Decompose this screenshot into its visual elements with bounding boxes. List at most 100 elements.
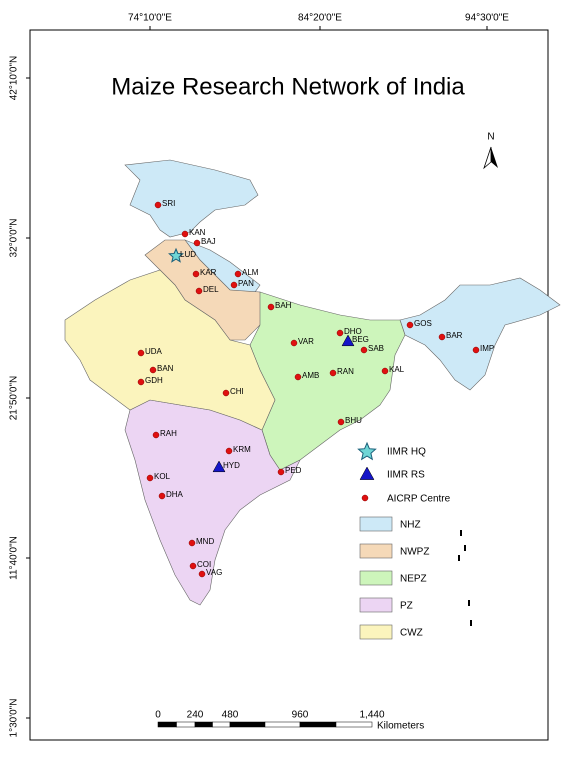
legend-swatch	[359, 543, 393, 559]
latitude-label: 21°50'0"N	[9, 376, 20, 421]
centre-label: CHI	[230, 387, 244, 396]
zone-region	[64, 269, 276, 431]
scale-tick-label: 0	[155, 710, 161, 721]
centre-label: ALM	[242, 268, 259, 277]
island	[468, 600, 470, 606]
zone-region	[399, 277, 561, 391]
centre-marker	[152, 431, 160, 439]
centre-marker	[192, 270, 200, 278]
centre-label: BAN	[157, 364, 174, 373]
scale-tick-label: 960	[292, 710, 309, 721]
centre-label: LUD	[180, 250, 196, 259]
arrow-half	[491, 147, 498, 168]
centre-marker	[329, 369, 337, 377]
centre-marker	[149, 366, 157, 374]
centre-label: RAH	[160, 429, 177, 438]
zone-region	[124, 159, 259, 238]
centre-marker	[137, 349, 145, 357]
centre-label: IMP	[480, 344, 494, 353]
centre-marker	[337, 418, 345, 426]
centre-label: DHA	[166, 490, 184, 499]
centre-label: DEL	[203, 285, 219, 294]
legend-label: PZ	[400, 601, 413, 612]
island	[458, 555, 460, 561]
scale-tick-label: 480	[222, 710, 239, 721]
scale-segment	[176, 721, 196, 728]
centre-label: DHO	[344, 327, 362, 336]
centre-marker	[361, 494, 369, 502]
centre-marker	[230, 281, 238, 289]
north-arrow: N	[483, 132, 498, 170]
centre-label: BAH	[275, 301, 292, 310]
centre-label: COI	[197, 560, 211, 569]
centre-marker	[234, 270, 242, 278]
centre-label: SRI	[162, 199, 175, 208]
legend-label: CWZ	[400, 628, 423, 639]
centre-label: GDH	[145, 376, 163, 385]
legend-label: IIMR RS	[387, 470, 425, 481]
hq-marker	[357, 441, 377, 461]
centre-marker	[381, 367, 389, 375]
legend-label: NEPZ	[400, 574, 427, 585]
centre-marker	[290, 339, 298, 347]
longitude-label: 94°30'0"E	[465, 13, 509, 24]
centre-label: PED	[285, 466, 302, 475]
legend-swatch	[359, 570, 393, 586]
centre-marker	[336, 329, 344, 337]
scale-segment	[212, 721, 231, 728]
centre-label: PAN	[238, 279, 254, 288]
centre-marker	[181, 230, 189, 238]
hq-marker	[168, 247, 184, 263]
scale-segment	[264, 721, 301, 728]
scale-tick-label: 1,440	[359, 710, 384, 721]
longitude-label: 84°20'0"E	[298, 13, 342, 24]
longitude-label: 74°10'0"E	[128, 13, 172, 24]
centre-marker	[137, 378, 145, 386]
centre-marker	[277, 468, 285, 476]
scale-tick-label: 240	[187, 710, 204, 721]
centre-marker	[222, 389, 230, 397]
centre-marker	[225, 447, 233, 455]
island	[464, 545, 466, 551]
centre-marker	[198, 570, 206, 578]
legend-label: NWPZ	[400, 547, 429, 558]
centre-marker	[154, 201, 162, 209]
centre-label: UDA	[145, 347, 163, 356]
centre-label: BAR	[446, 331, 463, 340]
rs-marker	[341, 334, 355, 347]
centre-marker	[195, 287, 203, 295]
rs-marker	[359, 466, 375, 480]
legend-label: AICRP Centre	[387, 494, 451, 505]
latitude-label: 42°10'0"N	[9, 56, 20, 101]
centre-label: VAG	[206, 568, 222, 577]
map-title: Maize Research Network of India	[111, 73, 465, 100]
centre-marker	[189, 562, 197, 570]
centre-marker	[158, 492, 166, 500]
legend-swatch	[359, 516, 393, 532]
centre-label: BEG	[352, 335, 369, 344]
rs-marker	[212, 460, 226, 473]
scale-segment	[299, 721, 337, 728]
centre-label: KAR	[200, 268, 217, 277]
centre-label: MND	[196, 537, 214, 546]
centre-marker	[193, 239, 201, 247]
latitude-label: 11°40'0"N	[9, 536, 20, 580]
latitude-label: 1°30'0"N	[9, 699, 20, 738]
centre-label: AMB	[302, 371, 319, 380]
centre-marker	[360, 346, 368, 354]
centre-marker	[472, 346, 480, 354]
north-label: N	[487, 132, 494, 143]
scale-segment	[229, 721, 266, 728]
scale-unit: Kilometers	[377, 721, 424, 732]
centre-marker	[188, 539, 196, 547]
scale-segment	[335, 721, 373, 728]
centre-marker	[146, 474, 154, 482]
arrow-half	[483, 146, 492, 170]
legend-swatch	[359, 597, 393, 613]
centre-label: GOS	[414, 319, 432, 328]
centre-label: KRM	[233, 445, 251, 454]
centre-label: KAN	[189, 228, 206, 237]
legend-label: NHZ	[400, 520, 421, 531]
centre-marker	[406, 321, 414, 329]
